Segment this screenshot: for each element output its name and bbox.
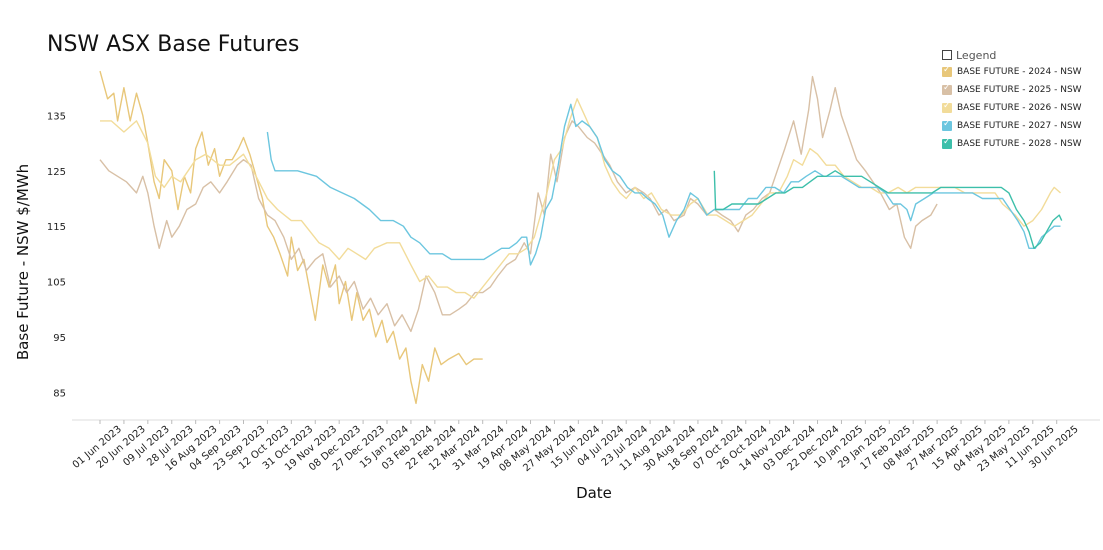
series-lines — [99, 70, 1063, 405]
legend-item-label: BASE FUTURE - 2024 - NSW — [957, 67, 1082, 77]
y-tick-label: 135 — [47, 111, 66, 122]
x-axis-label: Date — [576, 484, 612, 502]
legend-checkbox-icon[interactable] — [942, 65, 952, 77]
legend-item[interactable]: BASE FUTURE - 2024 - NSW — [942, 63, 1082, 81]
y-tick-label: 115 — [47, 222, 66, 233]
legend-checkbox-icon[interactable] — [942, 101, 952, 113]
y-tick-label: 95 — [53, 333, 66, 344]
legend-checkbox-icon[interactable] — [942, 119, 952, 131]
legend-item-label: BASE FUTURE - 2026 - NSW — [957, 103, 1082, 113]
legend-item-label: BASE FUTURE - 2028 - NSW — [957, 139, 1082, 149]
legend-title: Legend — [956, 48, 997, 62]
series-line-base-future-2026-nsw — [100, 98, 1061, 299]
series-line-base-future-2028-nsw — [713, 170, 1063, 249]
legend-item[interactable]: BASE FUTURE - 2026 - NSW — [942, 99, 1082, 117]
legend-item[interactable]: BASE FUTURE - 2027 - NSW — [942, 117, 1082, 135]
legend-checkbox-icon[interactable] — [942, 137, 952, 149]
legend-toggle-checkbox[interactable] — [942, 50, 952, 60]
series-line-base-future-2024-nsw — [99, 70, 483, 405]
legend-checkbox-icon[interactable] — [942, 83, 952, 95]
y-axis-label: Base Future - NSW $/MWh — [14, 164, 32, 360]
legend-item-label: BASE FUTURE - 2025 - NSW — [957, 85, 1082, 95]
series-line-base-future-2027-nsw — [266, 103, 1061, 266]
y-tick-label: 85 — [53, 388, 66, 399]
y-tick-labels: 85 95 105 115 125 135 — [47, 111, 66, 399]
y-tick-label: 125 — [47, 167, 66, 178]
series-line-base-future-2025-nsw — [99, 75, 938, 333]
chart-title: NSW ASX Base Futures — [47, 32, 300, 57]
y-tick-label: 105 — [47, 278, 66, 289]
legend-header[interactable]: Legend — [942, 47, 1082, 63]
legend-item[interactable]: BASE FUTURE - 2028 - NSW — [942, 135, 1082, 153]
legend-item[interactable]: BASE FUTURE - 2025 - NSW — [942, 81, 1082, 99]
chart-legend: Legend BASE FUTURE - 2024 - NSW BASE FUTU… — [942, 47, 1082, 153]
legend-item-label: BASE FUTURE - 2027 - NSW — [957, 121, 1082, 131]
